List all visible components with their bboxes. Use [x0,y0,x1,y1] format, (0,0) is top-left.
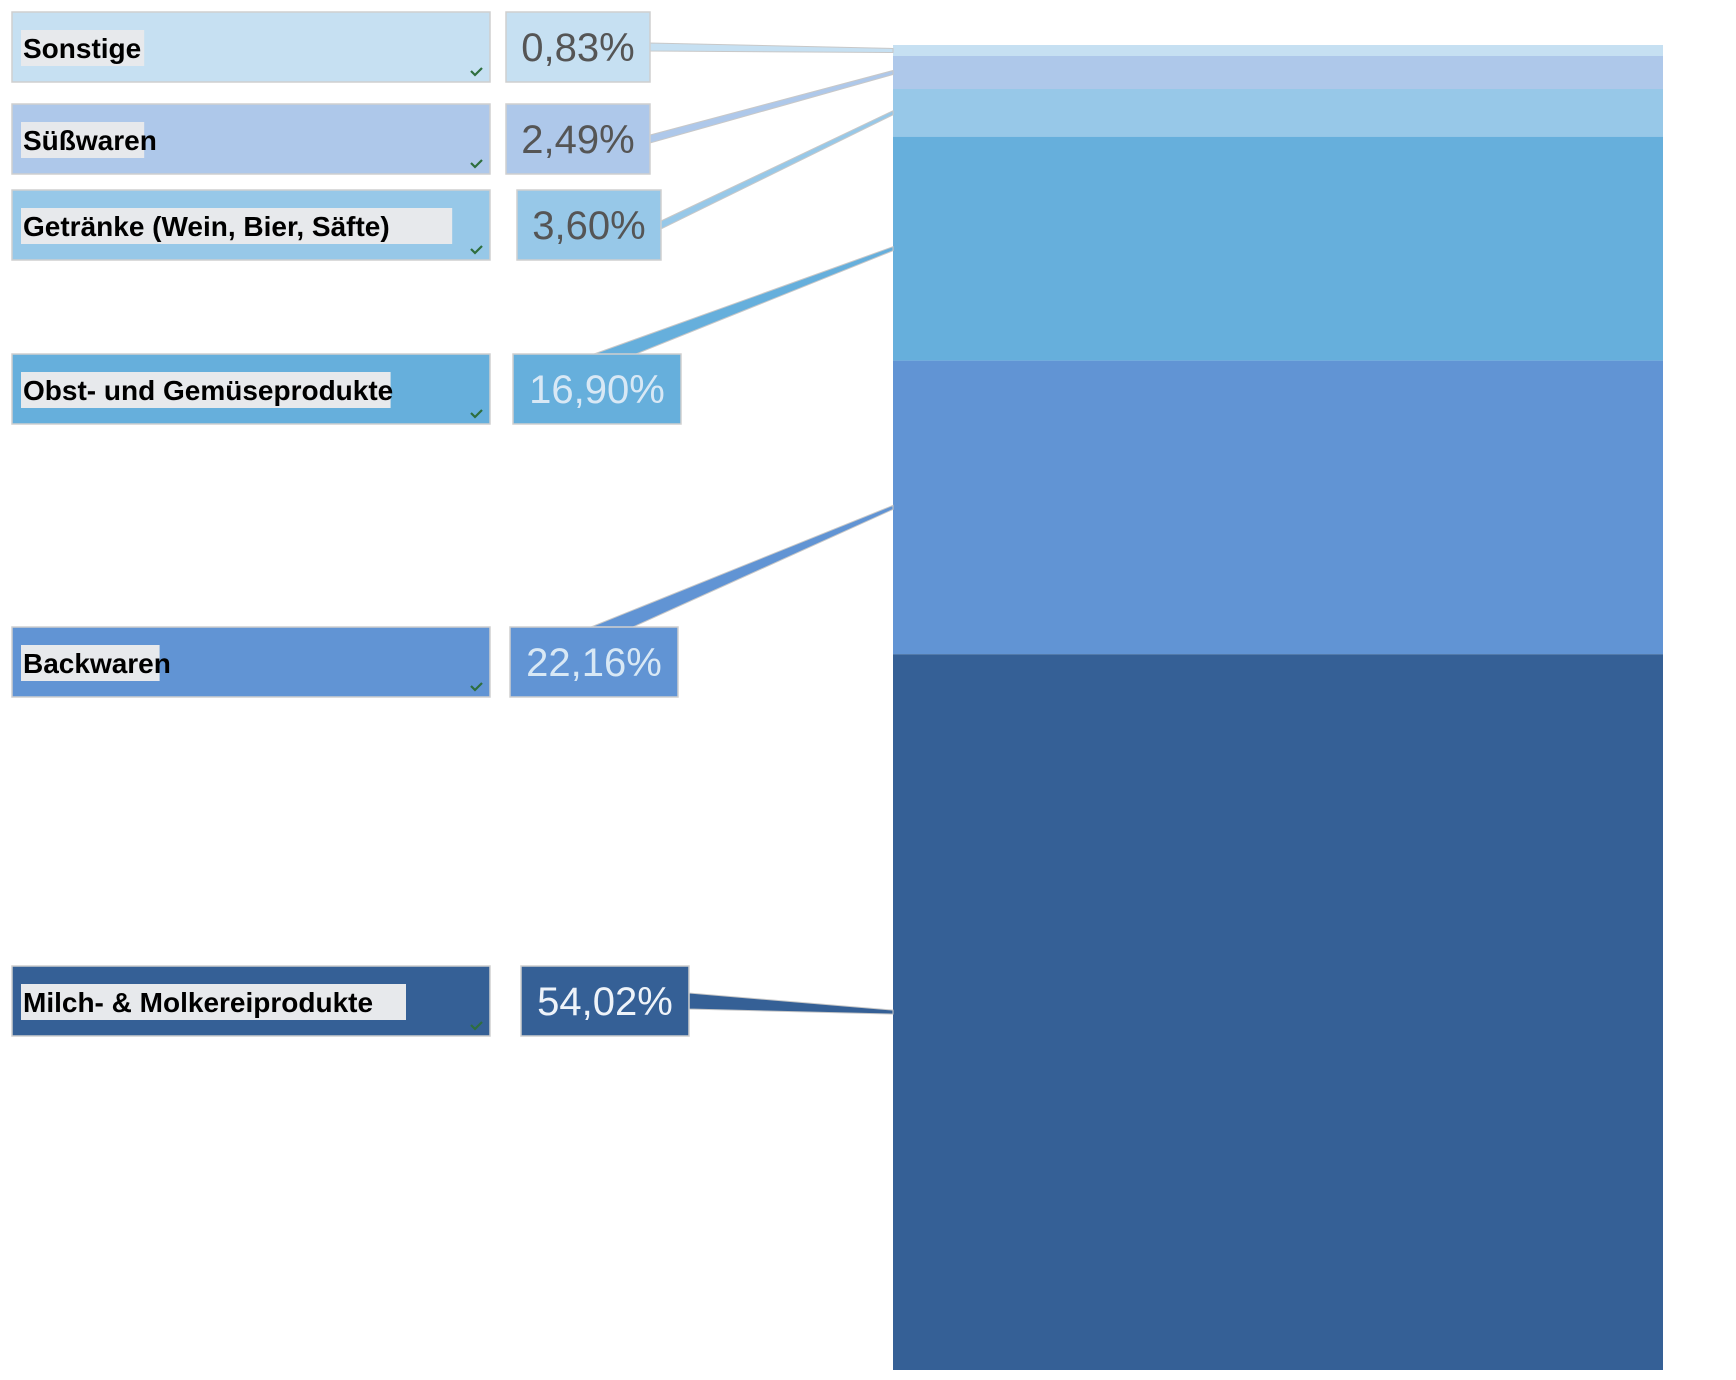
value-box [512,353,682,425]
legend-label-highlight [21,984,406,1020]
check-icon [470,1021,483,1031]
value-label-1: 0,83% [505,11,651,83]
bar-segment-3 [893,88,1663,137]
value-label-3: 3,60% [516,189,662,261]
data-label: 16,90% [529,368,665,412]
bar-segment-1 [893,45,1663,56]
check-icon [470,682,483,692]
bar-stack [893,45,1663,1370]
check-icon [470,67,483,77]
leader-wedge-1 [649,42,894,54]
value-box [505,103,651,175]
legend-label: Süßwaren [23,125,157,156]
value-box [509,626,679,698]
legend-label: Sonstige [23,33,141,64]
legend-label: Milch- & Molkereiprodukte [23,987,373,1018]
legend-item-2: Süßwaren [11,103,491,175]
legend-label: Obst- und Gemüseprodukte [23,375,393,406]
bar-segment-6 [893,654,1663,1370]
legend-label-highlight [21,30,145,66]
value-box [505,11,651,83]
legend-item-6: Milch- & Molkereiprodukte [11,965,491,1037]
legend-item-5: Backwaren [11,626,491,698]
value-label-2: 2,49% [505,103,651,175]
legend-label: Getränke (Wein, Bier, Säfte) [23,211,390,242]
data-label: 2,49% [521,118,634,162]
legend-label-highlight [21,372,391,408]
value-label-6: 54,02% [520,965,690,1037]
data-label: 0,83% [521,26,634,70]
check-icon [470,245,483,255]
bar-segment-5 [893,360,1663,655]
legend-label-highlight [21,645,160,681]
data-label: 54,02% [537,980,673,1024]
value-label-4: 16,90% [512,353,682,425]
check-icon [470,409,483,419]
legend-item-3: Getränke (Wein, Bier, Säfte) [11,189,491,261]
leader-wedge-4 [593,245,894,355]
leader-lines [590,42,894,1015]
legend-label-highlight [21,208,453,244]
legend-label: Backwaren [23,648,171,679]
check-icon [470,159,483,169]
legend-item-1: Sonstige [11,11,491,83]
value-box [516,189,662,261]
legend-item-4: Obst- und Gemüseprodukte [11,353,491,425]
leader-wedge-6 [688,992,894,1015]
bar-segment-4 [893,136,1663,361]
bar-segment-2 [893,56,1663,89]
leader-wedge-5 [590,504,894,628]
value-box [520,965,690,1037]
value-label-5: 22,16% [509,626,679,698]
legend-label-highlight [21,122,145,158]
data-label: 22,16% [526,641,662,685]
data-label: 3,60% [532,204,645,248]
